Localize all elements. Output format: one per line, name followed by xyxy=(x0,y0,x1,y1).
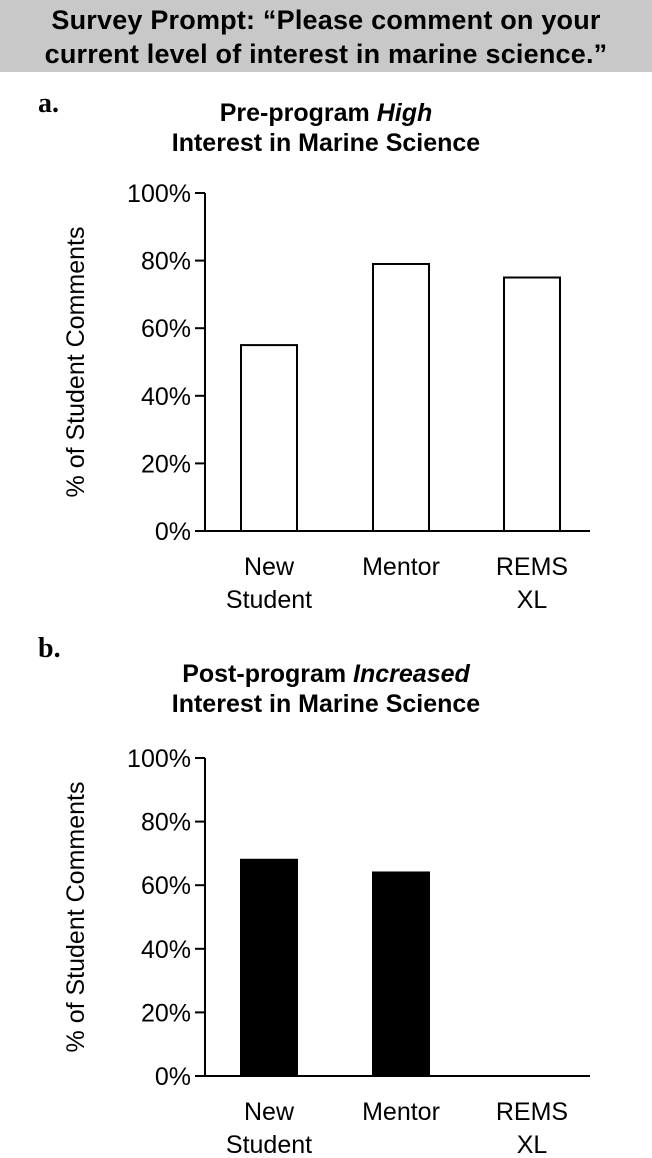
bar-chart-a: 0% 20% 40% 60% 80% 100% % of Student Comments N… xyxy=(62,180,590,614)
x-category-label-b: XL xyxy=(517,1131,548,1158)
bar-b-1 xyxy=(372,871,430,1077)
chart-title-a: Pre-program High Interest in Marine Scie… xyxy=(0,98,652,158)
y-tick-label-a: 60% xyxy=(141,315,191,343)
x-category-label-a: New xyxy=(244,553,295,581)
y-tick-label-b: 60% xyxy=(141,872,191,900)
chart-title-b-emphasis: Increased xyxy=(353,660,470,688)
x-category-label-b: New xyxy=(244,1098,295,1126)
x-category-label-a: REMS xyxy=(496,553,568,581)
y-tick-label-a: 100% xyxy=(127,180,191,208)
chart-title-a-prefix: Pre-program xyxy=(219,99,377,127)
bar-a-0 xyxy=(240,344,298,532)
panel-label-b: b. xyxy=(38,633,61,664)
y-tick-label-a: 80% xyxy=(141,248,191,276)
y-tick-label-b: 0% xyxy=(155,1063,191,1091)
y-tick-label-b: 80% xyxy=(141,809,191,837)
chart-title-b-prefix: Post-program xyxy=(182,660,354,688)
x-category-label-b: Mentor xyxy=(362,1098,440,1126)
bar-a-2 xyxy=(503,276,561,532)
y-axis-label-a: % of Student Comments xyxy=(62,227,90,498)
bar-chart-b: 0% 20% 40% 60% 80% 100% % of Student Comments N… xyxy=(62,745,590,1158)
x-category-label-b: Student xyxy=(226,1131,312,1158)
survey-prompt-line-1: Survey Prompt: “Please comment on your xyxy=(51,5,601,35)
chart-title-a-line-2: Interest in Marine Science xyxy=(171,129,481,157)
survey-prompt-line-2: current level of interest in marine scie… xyxy=(44,39,608,69)
y-tick-label-b: 20% xyxy=(141,999,191,1027)
y-tick-label-b: 40% xyxy=(141,936,191,964)
y-tick-label-a: 40% xyxy=(141,383,191,411)
x-category-label-a: Mentor xyxy=(362,553,440,581)
x-category-label-b: REMS xyxy=(496,1098,568,1126)
bar-b-0 xyxy=(240,858,298,1077)
y-axis-label-b: % of Student Comments xyxy=(62,782,90,1053)
y-tick-label-b: 100% xyxy=(127,745,191,773)
chart-title-b-line-2: Interest in Marine Science xyxy=(171,690,481,718)
chart-title-b: Post-program Increased Interest in Marin… xyxy=(0,659,652,719)
y-tick-label-a: 20% xyxy=(141,450,191,478)
x-category-label-a: Student xyxy=(226,586,312,614)
y-tick-label-a: 0% xyxy=(155,518,191,546)
bar-a-1 xyxy=(372,262,430,532)
panel-label-a: a. xyxy=(38,88,59,119)
x-category-label-a: XL xyxy=(517,586,548,614)
survey-prompt-banner: Survey Prompt: “Please comment on your c… xyxy=(0,0,652,72)
chart-title-a-emphasis: High xyxy=(376,99,433,127)
